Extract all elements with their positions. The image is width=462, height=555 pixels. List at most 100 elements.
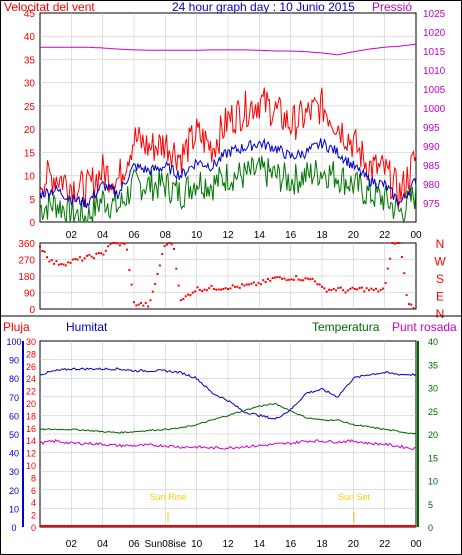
direction-point [88, 253, 91, 256]
temperature-right-axis: 0 5 10 15 20 25 30 35 40 [428, 337, 438, 533]
direction-point [407, 303, 410, 306]
pressure-tick-label: 1005 [423, 85, 446, 96]
wind-tick-label: 35 [24, 55, 36, 66]
wind-x-tick-label: 12 [222, 230, 234, 241]
direction-point [191, 291, 194, 294]
wind-average-line [39, 137, 417, 209]
direction-point [290, 278, 293, 281]
direction-point [81, 259, 84, 262]
direction-point [222, 287, 225, 290]
direction-point [196, 286, 199, 289]
direction-point [311, 277, 314, 280]
wind-x-tick-label: 00 [410, 230, 422, 241]
direction-point [323, 287, 326, 290]
humidity-tick-label: 0 [11, 523, 16, 533]
humidity-tick-label: 30 [9, 467, 19, 477]
direction-point [67, 261, 70, 264]
direction-point [198, 288, 201, 291]
rain-tick-label: 24 [26, 374, 36, 384]
direction-point [90, 255, 93, 258]
wind-x-tick-label: 14 [254, 230, 266, 241]
wind-tick-label: 40 [24, 32, 36, 43]
rain-tick-label: 12 [26, 449, 36, 459]
direction-point [342, 289, 345, 292]
direction-point [269, 279, 272, 282]
direction-point [165, 243, 168, 246]
direction-point [121, 242, 124, 245]
direction-point [245, 283, 248, 286]
wind-tick-label: 25 [24, 102, 36, 113]
pressure-tick-label: 990 [423, 142, 440, 153]
rain-tick-label: 20 [26, 399, 36, 409]
temp-x-tick-label: 02 [66, 539, 78, 550]
direction-point [95, 252, 98, 255]
direction-point [236, 285, 239, 288]
direction-point [168, 242, 171, 244]
direction-point [147, 305, 150, 308]
direction-tick-label: 90 [24, 289, 36, 300]
direction-point [74, 257, 77, 260]
direction-point [86, 254, 88, 257]
direction-point [118, 244, 121, 247]
direction-point [403, 272, 406, 275]
direction-point [133, 301, 135, 304]
compass-label: N [436, 237, 445, 251]
humidity-tick-label: 80 [9, 374, 19, 384]
direction-point [215, 288, 218, 291]
compass-label: W [434, 255, 446, 269]
direction-point [274, 276, 276, 279]
direction-point [97, 252, 100, 255]
direction-point [212, 287, 215, 290]
direction-point [78, 256, 81, 259]
direction-tick-label: 360 [18, 239, 35, 250]
dewpoint-axis-title: Punt rosada [392, 320, 457, 334]
direction-point [69, 261, 72, 264]
direction-point [372, 289, 375, 292]
direction-point [288, 278, 291, 281]
direction-point [257, 281, 260, 284]
direction-point [255, 284, 258, 287]
temp-x-tick-label: Sun08ise [144, 539, 186, 550]
pressure-tick-label: 995 [423, 123, 440, 134]
temp-grid [40, 341, 416, 527]
temperature-axis-title: Temperatura [312, 320, 380, 334]
direction-point [398, 242, 401, 244]
direction-point [224, 287, 227, 290]
rain-tick-label: 14 [26, 436, 36, 446]
direction-point [304, 277, 307, 280]
direction-point [76, 258, 79, 261]
direction-point [332, 287, 335, 290]
direction-point [83, 257, 86, 260]
direction-point [295, 275, 298, 278]
temperature-tick-label: 30 [428, 384, 438, 394]
direction-point [217, 288, 220, 291]
direction-point [163, 245, 166, 248]
direction-point [365, 287, 368, 290]
direction-point [170, 243, 173, 246]
direction-point [172, 247, 175, 250]
direction-point [266, 278, 269, 281]
humidity-tick-label: 70 [9, 393, 19, 403]
direction-point [382, 287, 385, 290]
direction-point [184, 295, 187, 298]
direction-point [128, 269, 131, 272]
direction-point [149, 299, 152, 302]
wind-axis-title: Velocitat del vent [4, 0, 95, 14]
direction-point [182, 298, 185, 301]
direction-point [396, 242, 399, 244]
temp-x-tick-label: 04 [97, 539, 109, 550]
direction-point [109, 243, 112, 246]
pressure-tick-label: 985 [423, 161, 440, 172]
direction-point [250, 282, 253, 285]
humidity-tick-label: 50 [9, 430, 19, 440]
direction-point [135, 304, 138, 307]
direction-point [318, 283, 321, 286]
wind-x-tick-label: 16 [285, 230, 297, 241]
rain-tick-label: 28 [26, 349, 36, 359]
compass-label: N [436, 307, 445, 321]
direction-point [229, 287, 232, 290]
direction-point [325, 290, 328, 293]
temperature-tick-label: 10 [428, 477, 438, 487]
humidity-left-axis: 0 10 20 30 40 50 60 70 80 90 100 [6, 337, 21, 533]
